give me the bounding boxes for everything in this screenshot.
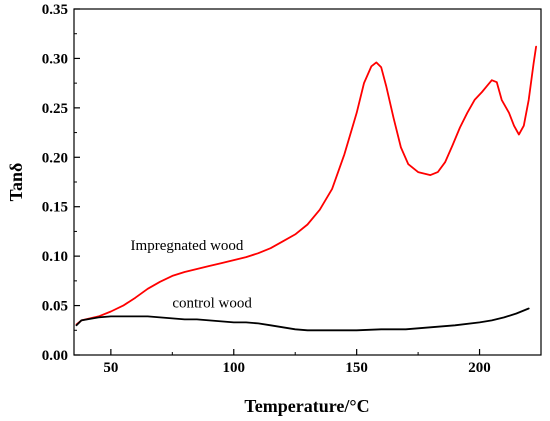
y-tick-label: 0.15 — [42, 200, 68, 216]
y-tick-label: 0.25 — [42, 101, 68, 117]
impregnated-wood-line — [75, 45, 537, 326]
x-tick-label: 100 — [223, 360, 246, 376]
control-wood-label: control wood — [172, 296, 252, 312]
series-layer — [75, 45, 537, 332]
annotations: Impregnated wood control wood — [131, 238, 253, 311]
y-tick-label: 0.10 — [42, 249, 68, 265]
plot-frame — [73, 8, 542, 356]
x-tick-label: 200 — [468, 360, 491, 376]
y-tick-label: 0.00 — [42, 348, 68, 364]
x-axis-title: Temperature/°C — [244, 396, 369, 416]
y-tick-label: 0.20 — [42, 150, 68, 166]
y-tick-label: 0.35 — [42, 2, 68, 18]
control-wood-line — [75, 307, 530, 332]
y-tick-label: 0.30 — [42, 51, 68, 67]
impregnated-wood-label: Impregnated wood — [131, 238, 244, 254]
axis-ticks — [74, 8, 542, 356]
x-tick-label: 50 — [103, 360, 118, 376]
x-tick-label: 150 — [345, 360, 368, 376]
tick-labels: 50 100 150 200 0.00 0.05 0.10 0.15 0.20 0.25 0.30 0… — [42, 2, 491, 376]
y-tick-label: 0.05 — [42, 299, 68, 315]
y-axis-title: Tanδ — [6, 163, 26, 202]
